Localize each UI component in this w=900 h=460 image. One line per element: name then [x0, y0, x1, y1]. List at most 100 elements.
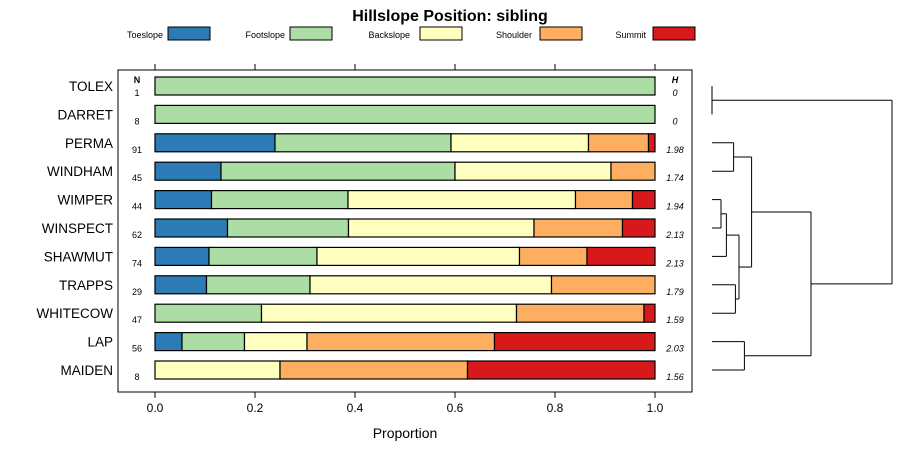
bar-shawmut-footslope	[208, 246, 318, 266]
chart-title: Hillslope Position: sibling	[352, 8, 548, 25]
row-n-tolex: 1	[134, 88, 139, 98]
bar-winspect-footslope	[226, 218, 350, 238]
bar-trapps-toeslope	[154, 275, 208, 295]
legend-label-footslope: Footslope	[245, 30, 285, 40]
bar-wimper-backslope	[347, 190, 577, 210]
bar-lap-shoulder	[306, 332, 496, 352]
legend: Toeslope Footslope Backslope Shoulder Summit	[127, 26, 696, 41]
x-tick-label-0-4: 0.4	[347, 401, 364, 415]
bar-wimper-shoulder	[574, 190, 634, 210]
bar-lap-toeslope	[154, 332, 183, 352]
n-column-header: N	[134, 75, 141, 85]
dendrogram	[711, 86, 893, 371]
row-n-winspect: 62	[132, 230, 142, 240]
legend-swatch-toeslope	[167, 26, 211, 41]
row-label-lap: LAP	[87, 335, 113, 350]
bar-windham-footslope	[220, 161, 456, 181]
row-label-maiden: MAIDEN	[60, 363, 113, 378]
row-label-tolex: TOLEX	[69, 79, 113, 94]
legend-swatch-summit	[652, 26, 696, 41]
row-n-perma: 91	[132, 145, 142, 155]
row-label-windham: WINDHAM	[47, 164, 113, 179]
row-h-windham: 1.74	[666, 173, 684, 183]
row-h-whitecow: 1.59	[666, 315, 684, 325]
bar-perma-footslope	[274, 133, 452, 153]
x-tick-label-0-2: 0.2	[247, 401, 264, 415]
legend-label-toeslope: Toeslope	[127, 30, 163, 40]
bar-shawmut-backslope	[316, 246, 521, 266]
bar-perma-backslope	[450, 133, 590, 153]
bar-wimper-toeslope	[154, 190, 213, 210]
row-n-windham: 45	[132, 173, 142, 183]
bar-trapps-shoulder	[550, 275, 656, 295]
bar-whitecow-footslope	[154, 303, 263, 323]
x-tick-label-0-6: 0.6	[447, 401, 464, 415]
bar-wimper-summit	[631, 190, 656, 210]
bar-whitecow-summit	[643, 303, 656, 323]
h-column-header: H	[672, 75, 679, 85]
legend-label-shoulder: Shoulder	[496, 30, 532, 40]
row-label-winspect: WINSPECT	[42, 221, 113, 236]
row-n-whitecow: 47	[132, 315, 142, 325]
row-h-lap: 2.03	[665, 344, 684, 354]
legend-swatch-shoulder	[539, 26, 583, 41]
row-h-maiden: 1.56	[666, 372, 684, 382]
bar-darret-footslope	[154, 104, 656, 125]
row-h-perma: 1.98	[666, 145, 684, 155]
bar-tolex-footslope	[154, 76, 656, 96]
bar-lap-footslope	[181, 332, 246, 352]
bar-shawmut-toeslope	[154, 246, 210, 266]
row-h-tolex: 0	[672, 88, 677, 98]
row-h-wimper: 1.94	[666, 202, 684, 212]
bar-perma-summit	[647, 133, 656, 153]
bar-winspect-summit	[621, 218, 656, 238]
bar-lap-backslope	[243, 332, 308, 352]
x-axis-label: Proportion	[373, 425, 438, 441]
bar-trapps-footslope	[205, 275, 311, 295]
bar-whitecow-shoulder	[515, 303, 645, 323]
x-tick-label-0-8: 0.8	[547, 401, 564, 415]
legend-swatch-backslope	[419, 26, 463, 41]
row-h-shawmut: 2.13	[665, 258, 684, 268]
bar-maiden-shoulder	[279, 360, 469, 380]
bar-trapps-backslope	[309, 275, 553, 295]
legend-swatch-footslope	[289, 26, 333, 41]
row-n-trapps: 29	[132, 287, 142, 297]
bar-perma-toeslope	[154, 133, 276, 153]
row-label-darret: DARRET	[57, 107, 113, 122]
row-label-trapps: TRAPPS	[59, 278, 113, 293]
row-h-trapps: 1.79	[666, 287, 684, 297]
row-n-lap: 56	[132, 344, 142, 354]
bar-wimper-footslope	[210, 190, 349, 210]
legend-label-backslope: Backslope	[368, 30, 410, 40]
row-h-darret: 0	[672, 116, 677, 126]
row-label-whitecow: WHITECOW	[37, 306, 114, 321]
bar-windham-backslope	[454, 161, 612, 181]
bar-windham-toeslope	[154, 161, 222, 181]
row-label-shawmut: SHAWMUT	[44, 249, 113, 264]
bar-winspect-toeslope	[154, 218, 229, 238]
row-label-wimper: WIMPER	[58, 193, 114, 208]
bar-winspect-shoulder	[533, 218, 624, 238]
bar-perma-shoulder	[587, 133, 650, 153]
x-tick-label-1-0: 1.0	[647, 401, 664, 415]
bar-rows: TOLEX 1 0 DARRET 8 0 PERMA 91 1.98 WINDHAM 45 1.74 W…	[37, 76, 684, 382]
bar-whitecow-backslope	[260, 303, 518, 323]
row-label-perma: PERMA	[65, 136, 113, 151]
row-n-maiden: 8	[134, 372, 139, 382]
plot-panel	[117, 69, 693, 393]
x-tick-label-0-0: 0.0	[147, 401, 164, 415]
bar-lap-summit	[493, 332, 656, 352]
x-axis: 0.0 0.2 0.4 0.6 0.8 1.0	[147, 64, 664, 415]
bar-windham-shoulder	[610, 161, 656, 181]
bar-maiden-backslope	[154, 360, 281, 380]
bar-shawmut-shoulder	[518, 246, 588, 266]
row-n-wimper: 44	[132, 202, 142, 212]
bar-winspect-backslope	[347, 218, 535, 238]
row-n-shawmut: 74	[132, 258, 142, 268]
bar-shawmut-summit	[586, 246, 656, 266]
legend-label-summit: Summit	[615, 30, 646, 40]
row-h-winspect: 2.13	[665, 230, 684, 240]
bar-maiden-summit	[466, 360, 656, 380]
